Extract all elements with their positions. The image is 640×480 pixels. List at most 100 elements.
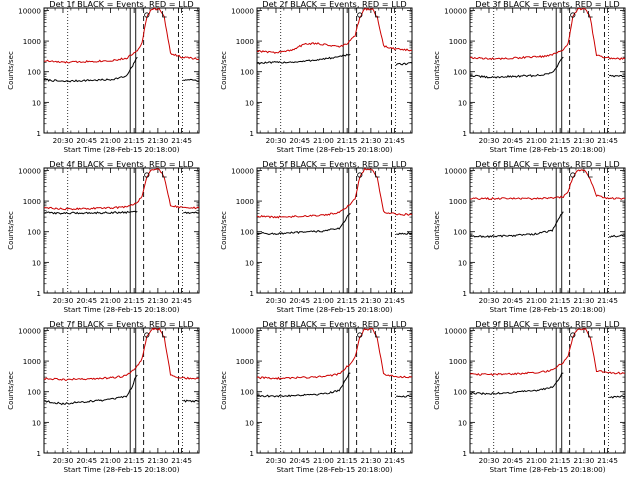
- events-series-line: [257, 372, 351, 398]
- plot-frame: [469, 7, 626, 134]
- marker-symbol: [144, 12, 150, 18]
- x-tick-label: 21:45: [171, 456, 192, 465]
- events-series-line: [44, 56, 138, 83]
- x-tick-label: 21:30: [148, 296, 169, 305]
- y-tick-label: 1000: [23, 197, 42, 206]
- events-series-line: [183, 211, 199, 214]
- y-tick-label: 10000: [18, 166, 41, 175]
- x-tick-label: 21:15: [550, 456, 571, 465]
- lld-series-line: [470, 328, 625, 377]
- y-tick-label: 100: [240, 228, 254, 237]
- y-tick-label: 10000: [18, 6, 41, 15]
- x-tick-label: 20:30: [479, 456, 500, 465]
- events-series-line: [470, 56, 564, 79]
- events-series-line: [44, 210, 138, 215]
- detector-panel: Det 7f BLACK = Events, RED = LLD 1 10 100 10…: [7, 319, 200, 474]
- events-series-line: [396, 394, 412, 398]
- y-tick-label: 1000: [449, 37, 468, 46]
- y-tick-label: 10: [245, 98, 255, 107]
- x-tick-label: 21:30: [361, 136, 382, 145]
- marker-symbol: [144, 172, 150, 178]
- panel-title: Det 4f BLACK = Events, RED = LLD: [49, 159, 193, 169]
- lld-series-line: [257, 168, 412, 219]
- panel-title: Det 9f BLACK = Events, RED = LLD: [475, 319, 619, 329]
- marker-symbol: [570, 172, 576, 178]
- x-tick-label: 21:00: [526, 136, 547, 145]
- marker-symbol: [588, 331, 593, 338]
- panel-title: Det 8f BLACK = Events, RED = LLD: [262, 319, 406, 329]
- y-tick-label: 100: [27, 388, 41, 397]
- x-tick-label: 21:15: [337, 456, 358, 465]
- y-tick-label: 10000: [18, 326, 41, 335]
- x-tick-label: 21:00: [100, 456, 121, 465]
- plot-frame: [43, 327, 200, 454]
- y-tick-label: 10: [32, 418, 42, 427]
- x-tick-label: 20:30: [53, 456, 74, 465]
- events-series-line: [609, 395, 625, 399]
- detector-panel: Det 2f BLACK = Events, RED = LLD 1 10 100 10…: [220, 0, 413, 154]
- y-axis-label: Counts/sec: [433, 51, 441, 90]
- y-tick-label: 100: [453, 68, 467, 77]
- marker-symbol: [357, 172, 363, 178]
- marker-symbol: [162, 11, 167, 18]
- y-tick-label: 10000: [231, 166, 254, 175]
- x-axis-label: Start Time (28-Feb-15 20:18:00): [489, 145, 605, 154]
- x-tick-label: 21:30: [361, 296, 382, 305]
- y-tick-label: 1000: [236, 37, 255, 46]
- y-tick-label: 10000: [444, 166, 467, 175]
- x-tick-label: 20:45: [76, 296, 97, 305]
- x-tick-label: 21:30: [574, 296, 595, 305]
- marker-symbol: [570, 332, 576, 338]
- y-tick-label: 100: [27, 228, 41, 237]
- x-tick-label: 21:30: [361, 456, 382, 465]
- marker-symbol: [375, 171, 380, 178]
- x-tick-label: 21:45: [384, 456, 405, 465]
- y-axis-label: Counts/sec: [220, 371, 228, 410]
- x-tick-label: 21:15: [337, 296, 358, 305]
- y-tick-label: 1: [462, 449, 467, 458]
- events-series-line: [470, 372, 564, 396]
- x-tick-label: 20:30: [53, 296, 74, 305]
- y-tick-label: 100: [240, 388, 254, 397]
- y-tick-label: 100: [27, 68, 41, 77]
- marker-symbol: [588, 11, 593, 18]
- y-axis-label: Counts/sec: [220, 51, 228, 90]
- y-tick-label: 1: [249, 449, 254, 458]
- x-tick-label: 20:45: [502, 296, 523, 305]
- y-tick-label: 10: [245, 258, 255, 267]
- marker-symbol: [162, 331, 167, 338]
- detector-panel: Det 1f BLACK = Events, RED = LLD 1 10 100 10…: [7, 0, 200, 154]
- x-tick-label: 21:15: [550, 136, 571, 145]
- events-series-line: [257, 212, 351, 236]
- lld-series-line: [470, 169, 625, 201]
- x-tick-label: 20:45: [76, 456, 97, 465]
- y-axis-label: Counts/sec: [220, 211, 228, 250]
- y-axis-label: Counts/sec: [433, 371, 441, 410]
- x-tick-label: 20:45: [76, 136, 97, 145]
- y-axis-label: Counts/sec: [433, 211, 441, 250]
- events-series-line: [608, 234, 625, 238]
- x-axis-label: Start Time (28-Feb-15 20:18:00): [63, 465, 179, 474]
- x-tick-label: 21:15: [124, 136, 145, 145]
- plot-frame: [256, 167, 413, 294]
- marker-symbol: [162, 171, 167, 178]
- x-axis-label: Start Time (28-Feb-15 20:18:00): [276, 305, 392, 314]
- detector-panel: Det 9f BLACK = Events, RED = LLD 1 10 100 10…: [433, 319, 626, 474]
- panel-title: Det 7f BLACK = Events, RED = LLD: [49, 319, 193, 329]
- events-series-line: [396, 231, 412, 235]
- x-tick-label: 21:00: [313, 136, 334, 145]
- x-tick-label: 21:30: [574, 136, 595, 145]
- panel-title: Det 3f BLACK = Events, RED = LLD: [475, 0, 619, 9]
- detector-panel: Det 8f BLACK = Events, RED = LLD 1 10 100 10…: [220, 319, 413, 474]
- y-tick-label: 1000: [23, 357, 42, 366]
- x-tick-label: 21:00: [313, 456, 334, 465]
- lld-series-line: [44, 168, 199, 211]
- lld-series-line: [44, 328, 199, 381]
- x-tick-label: 21:45: [171, 296, 192, 305]
- panel-title: Det 1f BLACK = Events, RED = LLD: [49, 0, 193, 9]
- x-tick-label: 21:30: [574, 456, 595, 465]
- y-tick-label: 1: [36, 289, 41, 298]
- plot-frame: [256, 7, 413, 134]
- plot-frame: [43, 167, 200, 294]
